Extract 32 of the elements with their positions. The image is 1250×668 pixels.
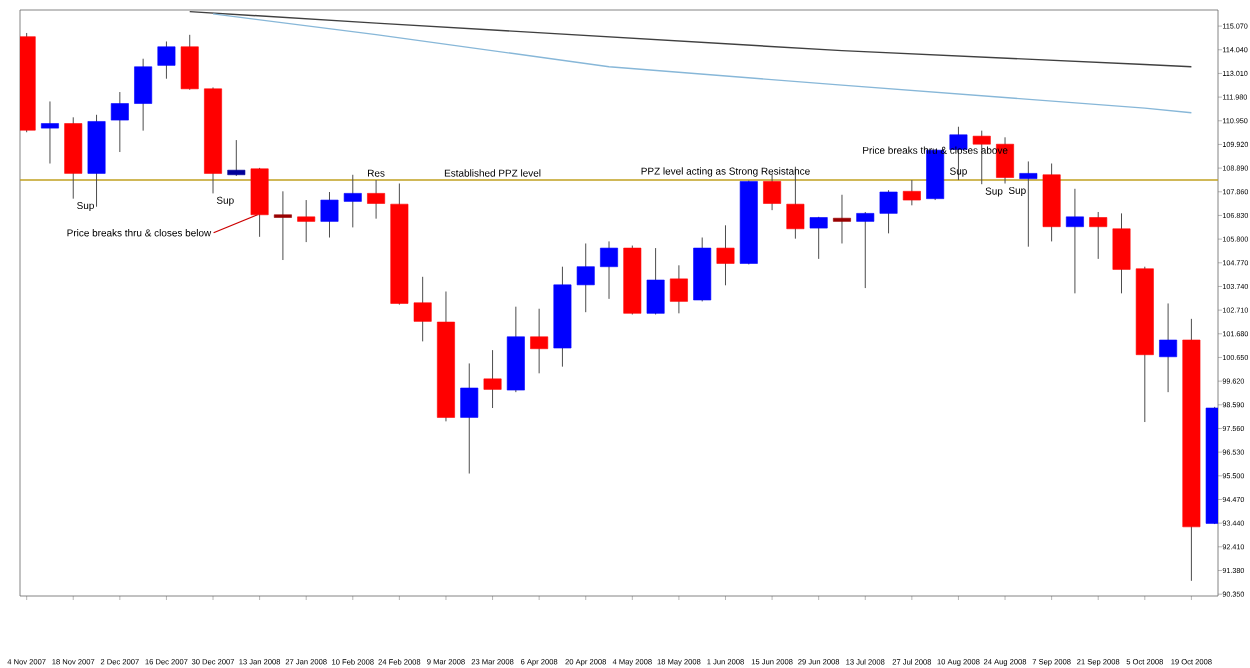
candlestick xyxy=(413,276,432,342)
candlestick xyxy=(460,362,479,475)
candlestick xyxy=(669,264,688,314)
candlestick xyxy=(856,211,875,289)
candlestick xyxy=(41,100,59,165)
candlestick xyxy=(646,247,665,315)
candlestick xyxy=(110,91,129,153)
candlestick xyxy=(809,216,828,260)
candlestick xyxy=(180,34,199,91)
candlestick xyxy=(1065,188,1084,294)
candlestick xyxy=(716,224,735,286)
candlestick xyxy=(902,179,921,206)
candlestick xyxy=(1089,211,1108,260)
candlestick xyxy=(367,179,386,220)
candlestick xyxy=(320,191,339,238)
candlestick xyxy=(483,349,502,409)
candlestick xyxy=(576,242,595,313)
candlestick xyxy=(157,40,176,80)
line-series xyxy=(212,13,1193,114)
candlestick xyxy=(297,199,316,243)
candlestick xyxy=(833,194,851,244)
candlestick xyxy=(1159,302,1178,393)
candlestick xyxy=(1112,212,1131,294)
candlestick xyxy=(227,139,246,177)
candlestick xyxy=(343,174,362,228)
candlestick xyxy=(273,190,292,261)
candlestick xyxy=(879,189,898,234)
candlestick xyxy=(530,308,549,374)
candlestick xyxy=(600,240,618,300)
candlestick xyxy=(763,174,782,211)
candlestick xyxy=(250,167,269,238)
candlestick xyxy=(134,58,153,132)
